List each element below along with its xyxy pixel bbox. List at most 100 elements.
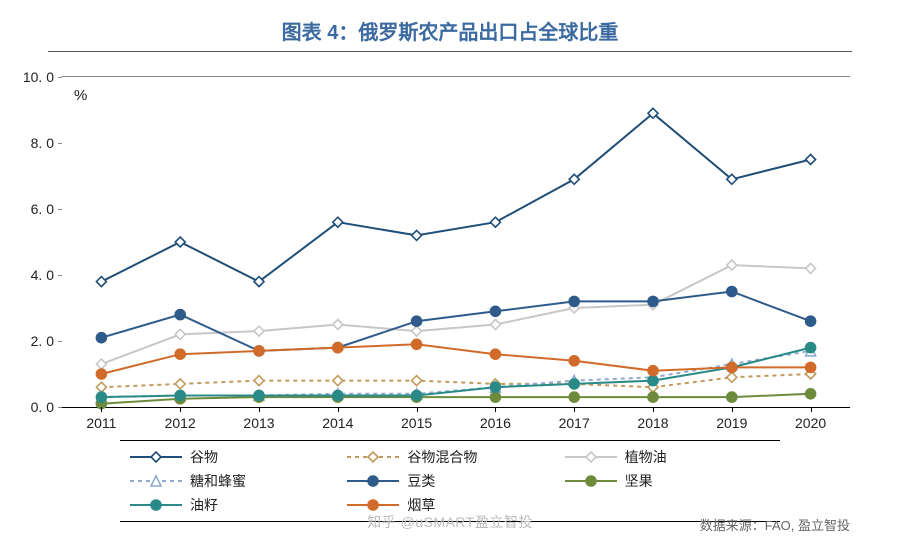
series-marker-legume — [569, 296, 579, 306]
x-tick-mark — [732, 407, 733, 412]
plot-area: % 0. 02. 04. 06. 08. 010. 02011201220132… — [62, 76, 850, 408]
title-underline — [48, 51, 852, 52]
chart-title: 图表 4：俄罗斯农产品出口占全球比重 — [282, 22, 619, 44]
x-tick-label: 2015 — [401, 415, 432, 431]
y-tick-label: 6. 0 — [31, 201, 54, 217]
series-marker-veg_oil — [96, 359, 106, 369]
series-marker-veg_oil — [254, 326, 264, 336]
legend-swatch-oilseed — [128, 497, 184, 513]
legend-item-legume: 豆类 — [345, 471, 554, 491]
series-marker-legume — [175, 310, 185, 320]
y-tick-label: 4. 0 — [31, 267, 54, 283]
series-marker-veg_oil — [806, 263, 816, 273]
series-marker-oilseed — [412, 390, 422, 400]
legend-swatch-grain_mix — [345, 449, 401, 465]
series-marker-nuts — [806, 389, 816, 399]
series-marker-tobacco — [806, 362, 816, 372]
x-tick-mark — [259, 407, 260, 412]
legend-swatch-nuts — [563, 473, 619, 489]
series-marker-tobacco — [254, 346, 264, 356]
legend-item-veg_oil: 植物油 — [563, 447, 772, 467]
series-marker-veg_oil — [727, 260, 737, 270]
series-marker-tobacco — [490, 349, 500, 359]
x-tick-label: 2014 — [322, 415, 353, 431]
y-tick-label: 8. 0 — [31, 135, 54, 151]
chart-figure: 图表 4：俄罗斯农产品出口占全球比重 % 0. 02. 04. 06. 08. … — [0, 0, 900, 542]
series-marker-veg_oil — [412, 326, 422, 336]
y-tick-mark — [58, 209, 62, 210]
y-tick-mark — [58, 143, 62, 144]
x-tick-mark — [495, 407, 496, 412]
legend: 谷物谷物混合物植物油糖和蜂蜜豆类坚果油籽烟草 — [120, 440, 780, 522]
series-marker-grain — [412, 230, 422, 240]
series-marker-legume — [806, 316, 816, 326]
x-tick-label: 2016 — [480, 415, 511, 431]
series-marker-oilseed — [490, 382, 500, 392]
series-marker-nuts — [727, 392, 737, 402]
series-marker-tobacco — [333, 343, 343, 353]
series-marker-grain — [490, 217, 500, 227]
y-tick-label: 10. 0 — [23, 69, 54, 85]
series-marker-veg_oil — [490, 320, 500, 330]
x-tick-mark — [574, 407, 575, 412]
legend-label: 豆类 — [407, 471, 435, 491]
series-marker-nuts — [490, 392, 500, 402]
watermark-text: 知乎 @uSMART盈立智投 — [367, 512, 533, 532]
legend-label: 谷物 — [190, 447, 218, 467]
series-marker-oilseed — [333, 390, 343, 400]
series-marker-tobacco — [412, 339, 422, 349]
legend-label: 糖和蜂蜜 — [190, 471, 246, 491]
series-marker-oilseed — [569, 379, 579, 389]
legend-item-nuts: 坚果 — [563, 471, 772, 491]
series-marker-nuts — [648, 392, 658, 402]
legend-item-grain_mix: 谷物混合物 — [345, 447, 554, 467]
series-marker-tobacco — [569, 356, 579, 366]
legend-item-oilseed: 油籽 — [128, 495, 337, 515]
legend-label: 植物油 — [625, 447, 667, 467]
y-tick-label: 0. 0 — [31, 399, 54, 415]
legend-label: 谷物混合物 — [407, 447, 477, 467]
series-marker-oilseed — [806, 343, 816, 353]
x-tick-label: 2017 — [559, 415, 590, 431]
series-marker-grain_mix — [412, 376, 422, 386]
y-tick-mark — [58, 407, 62, 408]
legend-swatch-legume — [345, 473, 401, 489]
series-marker-grain_mix — [727, 372, 737, 382]
series-marker-veg_oil — [175, 329, 185, 339]
series-marker-grain — [806, 155, 816, 165]
x-tick-label: 2020 — [795, 415, 826, 431]
legend-swatch-tobacco — [345, 497, 401, 513]
series-marker-oilseed — [254, 390, 264, 400]
legend-swatch-veg_oil — [563, 449, 619, 465]
series-marker-oilseed — [175, 390, 185, 400]
series-marker-grain_mix — [333, 376, 343, 386]
series-line-legume — [101, 292, 810, 351]
x-tick-mark — [338, 407, 339, 412]
series-marker-veg_oil — [333, 320, 343, 330]
series-marker-oilseed — [648, 376, 658, 386]
series-line-sugar_honey — [101, 351, 810, 397]
y-tick-label: 2. 0 — [31, 333, 54, 349]
series-marker-legume — [412, 316, 422, 326]
series-marker-nuts — [569, 392, 579, 402]
series-marker-grain — [175, 237, 185, 247]
legend-item-grain: 谷物 — [128, 447, 337, 467]
series-marker-legume — [648, 296, 658, 306]
legend-label: 坚果 — [625, 471, 653, 491]
legend-item-sugar_honey: 糖和蜂蜜 — [128, 471, 337, 491]
x-tick-mark — [101, 407, 102, 412]
series-marker-tobacco — [727, 362, 737, 372]
series-marker-legume — [727, 287, 737, 297]
x-tick-label: 2011 — [86, 415, 116, 431]
source-text: 数据来源：FAO, 盈立智投 — [700, 515, 850, 534]
x-tick-label: 2018 — [637, 415, 668, 431]
line-plot-svg — [62, 77, 850, 407]
x-tick-mark — [811, 407, 812, 412]
series-line-grain_mix — [101, 374, 810, 387]
x-tick-label: 2013 — [243, 415, 274, 431]
series-marker-tobacco — [96, 369, 106, 379]
x-tick-mark — [417, 407, 418, 412]
legend-swatch-grain — [128, 449, 184, 465]
legend-swatch-sugar_honey — [128, 473, 184, 489]
series-marker-grain_mix — [175, 379, 185, 389]
